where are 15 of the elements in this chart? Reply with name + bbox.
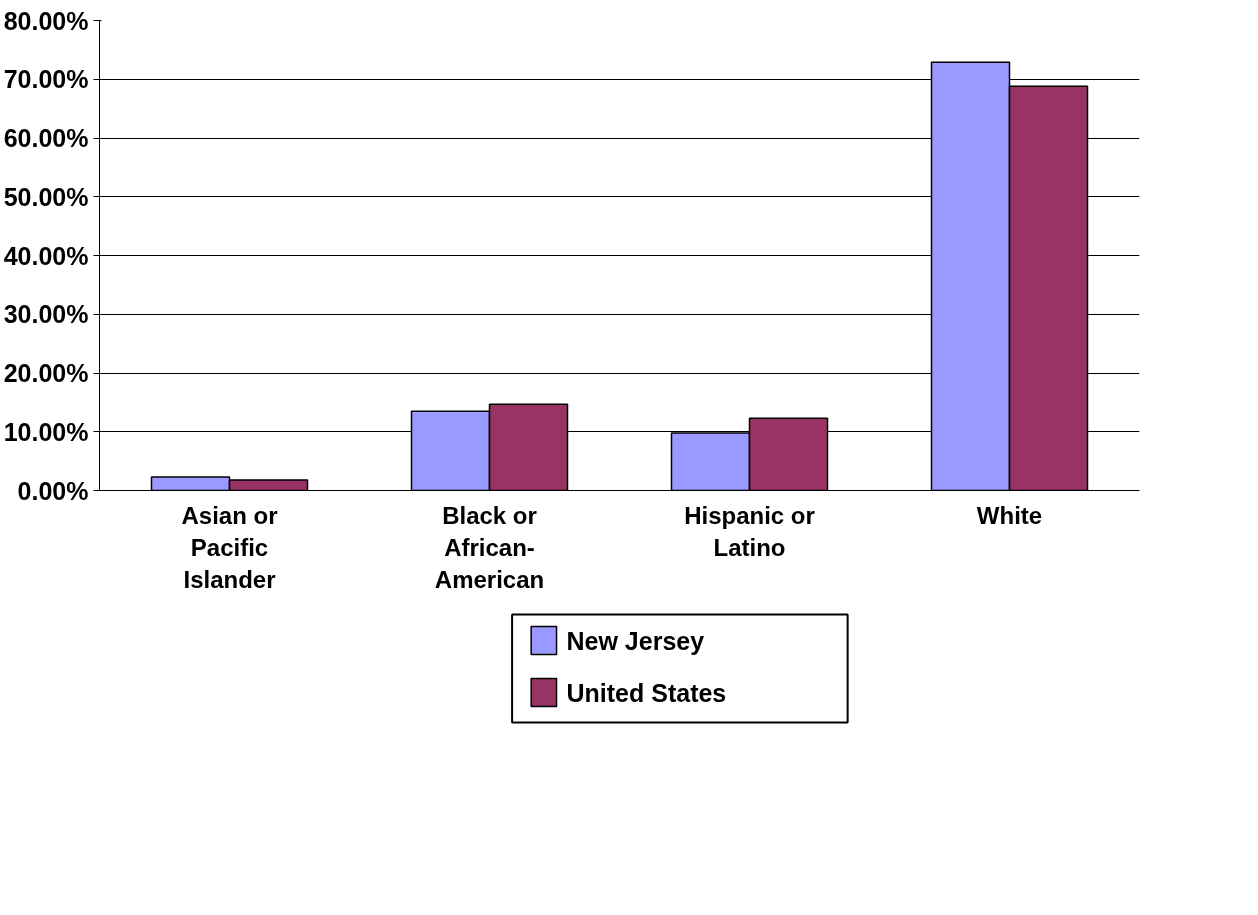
legend-label: United States: [566, 678, 727, 707]
x-tick-label: Hispanic or Latino: [684, 501, 815, 561]
y-tick-label: 50.00%: [3, 182, 89, 211]
x-tick-label: White: [976, 501, 1043, 529]
y-tick-label: 70.00%: [3, 65, 89, 94]
y-tick-label: 60.00%: [3, 124, 89, 152]
y-tick-label: 20.00%: [3, 359, 89, 387]
legend-label: New Jersey: [566, 626, 705, 655]
x-tick-label: Black or African-American: [434, 501, 545, 594]
y-tick-label: 80.00%: [3, 6, 89, 35]
y-tick-label: 40.00%: [3, 241, 89, 270]
y-tick-label: 30.00%: [3, 300, 89, 329]
x-tick-label: Asian or Pacific Islander: [181, 501, 278, 594]
y-tick-label: 10.00%: [3, 417, 89, 446]
y-tick-label: 0.00%: [17, 476, 89, 505]
